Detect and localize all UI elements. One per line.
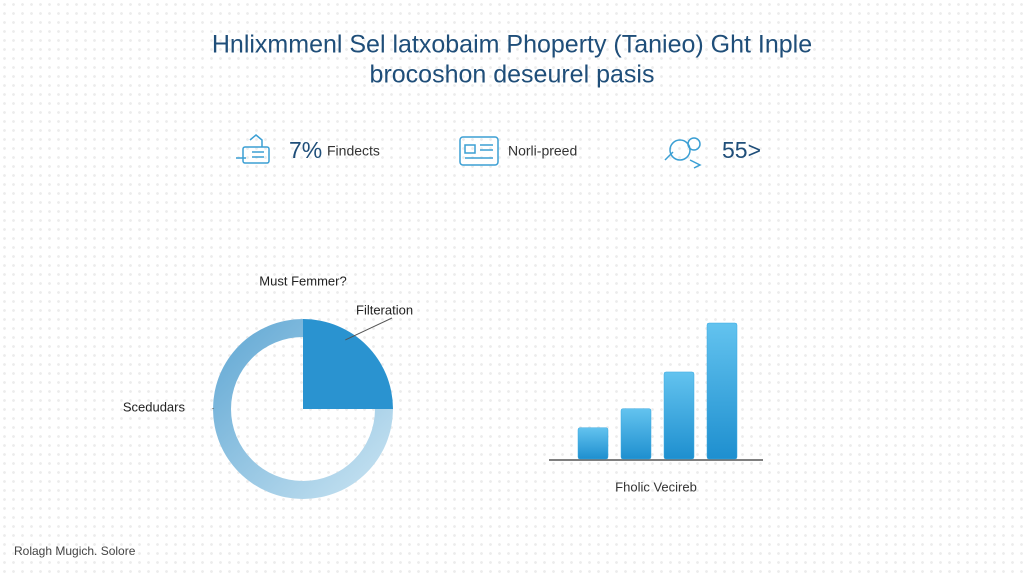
stat-value: 55> xyxy=(722,137,761,163)
title-line: brocoshon deseurel pasis xyxy=(370,61,655,89)
stat-label: Norli-preed xyxy=(508,143,577,159)
pie-slice xyxy=(303,319,393,409)
title-line: Hnlixmmenl Sel latxobaim Phoperty (Tanie… xyxy=(212,31,812,59)
stat-label: Findects xyxy=(327,143,380,159)
slice-label: Filteration xyxy=(356,302,413,317)
stat-icon xyxy=(236,134,270,164)
bar xyxy=(620,408,652,460)
bar xyxy=(663,371,695,460)
stat-icon xyxy=(459,136,499,166)
stat-value: 7% xyxy=(289,137,322,163)
x-axis-label: Fholic Vecireb xyxy=(615,479,697,494)
stat-icon xyxy=(664,137,702,169)
leader-line xyxy=(345,317,393,341)
footer: Rolagh Mugich. Solore xyxy=(14,544,136,558)
slice-label: Scedudars xyxy=(123,399,186,414)
bar xyxy=(577,427,609,460)
bar xyxy=(706,322,738,460)
chart-title: Must Femmer? xyxy=(259,273,346,288)
